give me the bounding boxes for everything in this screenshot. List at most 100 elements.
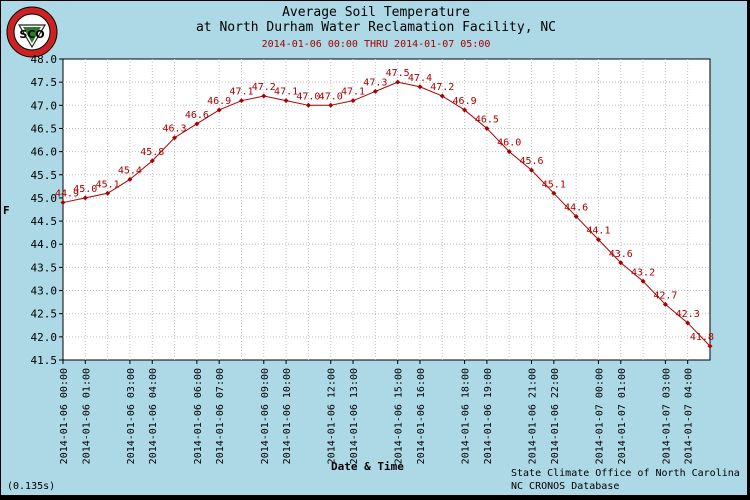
- y-tick-label: 44.5: [31, 215, 58, 228]
- data-point: [707, 343, 713, 349]
- data-label: 42.3: [676, 309, 700, 320]
- data-label: 47.0: [296, 91, 320, 102]
- credit-line2: NC CRONOS Database: [511, 481, 620, 492]
- x-tick-label: 2014-01-06 15:00: [394, 368, 405, 464]
- y-tick-label: 42.5: [31, 308, 58, 321]
- x-tick-label: 2014-01-06 19:00: [483, 368, 494, 464]
- y-tick-label: 43.0: [31, 285, 58, 298]
- data-label: 47.1: [229, 87, 253, 98]
- data-label: 46.0: [497, 138, 521, 149]
- data-point: [328, 102, 334, 108]
- data-label: 47.1: [341, 87, 365, 98]
- y-tick-label: 43.5: [31, 261, 58, 274]
- y-tick-label: 44.0: [31, 238, 58, 251]
- y-tick-label: 46.0: [31, 146, 58, 159]
- x-tick-label: 2014-01-06 13:00: [349, 368, 360, 464]
- data-label: 44.1: [586, 226, 610, 237]
- data-label: 46.9: [207, 96, 231, 107]
- data-point: [484, 125, 490, 131]
- data-point: [194, 121, 200, 127]
- x-tick-label: 2014-01-06 07:00: [215, 368, 226, 464]
- data-label: 46.5: [475, 114, 499, 125]
- data-label: 45.0: [73, 184, 97, 195]
- data-label: 45.1: [542, 179, 566, 190]
- data-point: [573, 213, 579, 219]
- data-point: [395, 79, 401, 85]
- y-axis-label: F: [3, 204, 10, 217]
- data-point: [662, 301, 668, 307]
- y-tick-label: 45.5: [31, 169, 58, 182]
- data-point: [283, 98, 289, 104]
- data-label: 42.7: [653, 290, 677, 301]
- data-label: 44.6: [564, 202, 588, 213]
- x-tick-label: 2014-01-06 03:00: [126, 368, 137, 464]
- data-label: 47.0: [319, 91, 343, 102]
- sco-logo-icon: SCO: [6, 6, 58, 58]
- credit-line1: State Climate Office of North Carolina: [511, 468, 740, 479]
- data-point: [216, 107, 222, 113]
- data-point: [60, 200, 66, 206]
- x-axis-label: Date & Time: [331, 460, 404, 473]
- chart-date-range: 2014-01-06 00:00 THRU 2014-01-07 05:00: [261, 39, 491, 50]
- data-point: [462, 107, 468, 113]
- data-point: [372, 88, 378, 94]
- chart-title-line1: Average Soil Temperature: [282, 5, 470, 20]
- data-label: 45.6: [519, 156, 543, 167]
- data-label: 47.4: [408, 73, 432, 84]
- x-tick-label: 2014-01-06 00:00: [59, 368, 70, 464]
- data-point: [172, 135, 178, 141]
- y-tick-label: 47.5: [31, 76, 58, 89]
- data-point: [261, 93, 267, 99]
- data-point: [105, 190, 111, 196]
- data-label: 44.9: [55, 189, 79, 200]
- data-point: [685, 320, 691, 326]
- x-tick-label: 2014-01-07 01:00: [617, 368, 628, 464]
- x-tick-label: 2014-01-06 10:00: [282, 368, 293, 464]
- data-label: 43.6: [609, 249, 633, 260]
- x-tick-label: 2014-01-06 22:00: [550, 368, 561, 464]
- data-label: 43.2: [631, 267, 655, 278]
- x-tick-label: 2014-01-06 12:00: [327, 368, 338, 464]
- x-tick-label: 2014-01-06 18:00: [461, 368, 472, 464]
- chart-title-line2: at North Durham Water Reclamation Facili…: [195, 20, 557, 35]
- data-label: 47.1: [274, 87, 298, 98]
- y-tick-label: 46.5: [31, 122, 58, 135]
- data-label: 47.3: [363, 77, 387, 88]
- y-tick-label: 45.0: [31, 192, 58, 205]
- x-tick-label: 2014-01-06 06:00: [193, 368, 204, 464]
- data-point: [551, 190, 557, 196]
- data-point: [238, 98, 244, 104]
- data-label: 41.8: [690, 332, 714, 343]
- data-label: 47.2: [252, 82, 276, 93]
- data-label: 45.1: [96, 179, 120, 190]
- data-label: 47.5: [386, 68, 410, 79]
- data-point: [305, 102, 311, 108]
- data-point: [439, 93, 445, 99]
- data-label: 46.3: [163, 124, 187, 135]
- render-time: (0.135s): [7, 481, 56, 492]
- x-tick-label: 2014-01-07 04:00: [684, 368, 695, 464]
- data-point: [506, 149, 512, 155]
- x-tick-label: 2014-01-07 00:00: [594, 368, 605, 464]
- x-tick-label: 2014-01-06 01:00: [81, 368, 92, 464]
- x-tick-label: 2014-01-06 16:00: [416, 368, 427, 464]
- data-point: [595, 237, 601, 243]
- x-tick-label: 2014-01-06 21:00: [528, 368, 539, 464]
- data-label: 46.9: [453, 96, 477, 107]
- data-point: [640, 278, 646, 284]
- plot-area: [62, 58, 711, 361]
- data-point: [529, 167, 535, 173]
- data-point: [417, 84, 423, 90]
- data-label: 45.8: [140, 147, 164, 158]
- data-point: [350, 98, 356, 104]
- data-label: 47.2: [430, 82, 454, 93]
- series-line: [62, 81, 711, 347]
- y-tick-label: 41.5: [31, 354, 58, 367]
- data-point: [618, 260, 624, 266]
- x-tick-label: 2014-01-07 03:00: [661, 368, 672, 464]
- y-tick-label: 42.0: [31, 331, 58, 344]
- x-tick-label: 2014-01-06 09:00: [260, 368, 271, 464]
- y-tick-label: 48.0: [31, 53, 58, 66]
